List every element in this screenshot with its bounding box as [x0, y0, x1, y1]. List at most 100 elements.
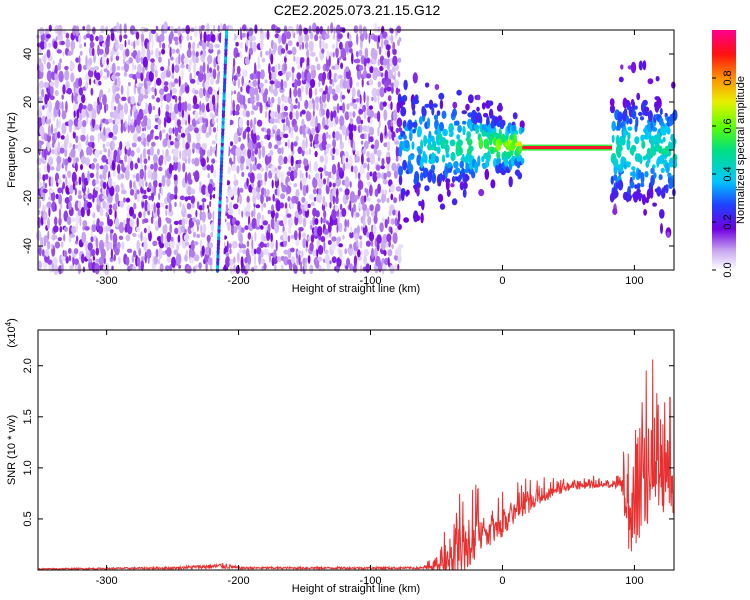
transition-blob: [517, 172, 523, 180]
noise-blob: [171, 256, 176, 268]
noise-blob: [395, 156, 399, 162]
transition-blob: [428, 171, 433, 178]
noise-blob: [322, 217, 327, 224]
noise-blob: [48, 24, 52, 32]
noise-blob: [67, 248, 72, 254]
noise-blob: [366, 207, 370, 218]
post-blob: [659, 139, 664, 144]
noise-blob: [109, 111, 115, 118]
noise-blob: [132, 233, 137, 237]
post-blob: [625, 161, 631, 166]
transition-blob: [456, 89, 462, 96]
noise-blob: [101, 154, 107, 163]
noise-blob: [241, 171, 245, 178]
noise-blob: [295, 239, 300, 247]
noise-blob: [369, 171, 373, 177]
noise-blob: [265, 50, 269, 56]
noise-blob: [47, 124, 51, 137]
noise-blob: [394, 71, 397, 77]
noise-blob: [169, 223, 173, 234]
noise-blob: [208, 48, 214, 54]
noise-blob: [391, 162, 397, 172]
noise-blob: [201, 142, 207, 150]
noise-blob: [372, 171, 378, 183]
noise-blob: [265, 195, 269, 203]
noise-blob: [74, 162, 78, 173]
noise-blob: [301, 57, 305, 63]
noise-blob: [363, 255, 367, 265]
post-blob: [666, 231, 670, 238]
noise-blob: [325, 202, 328, 207]
noise-blob: [293, 87, 298, 98]
noise-blob: [198, 116, 204, 123]
noise-blob: [57, 62, 62, 71]
noise-blob: [192, 49, 196, 57]
noise-blob: [178, 264, 182, 269]
noise-blob: [250, 110, 255, 115]
noise-blob: [291, 66, 295, 73]
noise-blob: [128, 57, 133, 64]
noise-blob: [62, 174, 66, 179]
noise-blob: [352, 265, 358, 273]
noise-blob: [43, 211, 48, 221]
noise-blob: [183, 234, 190, 242]
noise-blob: [195, 56, 199, 64]
noise-blob: [78, 55, 81, 65]
noise-blob: [99, 174, 103, 180]
noise-blob: [273, 249, 277, 259]
noise-blob: [200, 157, 206, 167]
noise-blob: [58, 119, 61, 129]
noise-blob: [196, 131, 201, 144]
noise-blob: [163, 116, 167, 128]
post-blob: [636, 182, 641, 190]
transition-blob: [450, 151, 456, 162]
noise-blob: [57, 141, 61, 152]
post-blob: [610, 175, 614, 185]
noise-blob: [108, 87, 111, 94]
noise-blob: [246, 119, 250, 127]
transition-blob: [445, 153, 450, 158]
noise-blob: [187, 156, 191, 164]
noise-blob: [281, 32, 287, 45]
noise-blob: [181, 239, 188, 249]
noise-blob: [260, 50, 263, 58]
noise-blob: [341, 207, 347, 217]
noise-blob: [338, 243, 344, 248]
noise-blob: [256, 247, 262, 255]
post-blob: [650, 187, 654, 199]
noise-blob: [180, 84, 186, 94]
noise-blob: [344, 248, 348, 255]
noise-blob: [73, 110, 76, 118]
noise-blob: [156, 202, 161, 209]
noise-blob: [185, 217, 188, 224]
noise-blob: [292, 166, 295, 171]
noise-blob: [268, 96, 271, 106]
noise-blob: [54, 64, 58, 74]
noise-blob: [186, 148, 192, 158]
noise-blob: [280, 264, 284, 270]
noise-blob: [72, 255, 75, 267]
noise-blob: [180, 118, 186, 125]
noise-blob: [39, 27, 45, 36]
noise-blob: [247, 232, 252, 240]
noise-blob: [210, 231, 214, 238]
noise-blob: [149, 30, 152, 43]
transition-blob: [479, 137, 483, 149]
noise-blob: [166, 154, 172, 162]
noise-blob: [106, 34, 111, 43]
transition-blob: [400, 100, 406, 106]
noise-blob: [277, 147, 283, 155]
noise-blob: [165, 110, 170, 119]
noise-blob: [65, 255, 69, 264]
post-blob: [634, 105, 638, 110]
noise-blob: [277, 165, 282, 170]
noise-blob: [264, 31, 267, 40]
noise-blob: [154, 114, 160, 119]
post-blob: [631, 110, 637, 120]
noise-blob: [238, 136, 241, 142]
transition-blob: [421, 199, 425, 211]
noise-blob: [114, 209, 117, 220]
noise-blob: [369, 110, 375, 118]
transition-blob: [465, 103, 470, 111]
noise-blob: [84, 241, 89, 252]
